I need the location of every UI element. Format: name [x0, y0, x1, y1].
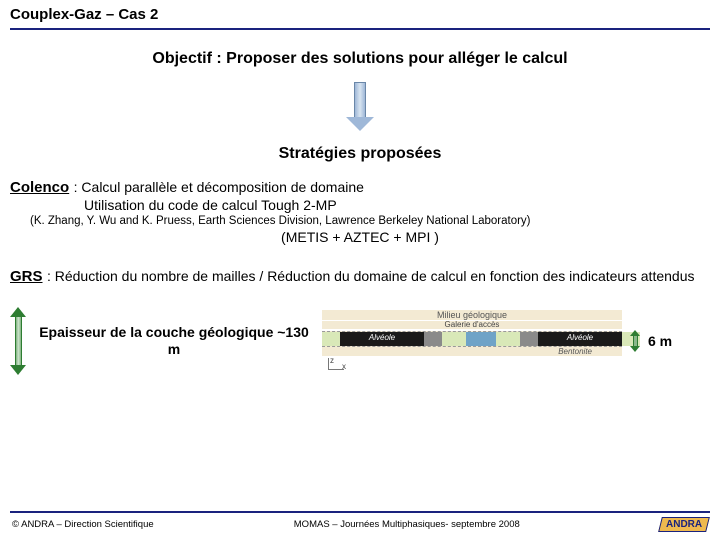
- diagram-segment: [424, 332, 442, 346]
- metis-text: (METIS + AZTEC + MPI ): [0, 229, 720, 245]
- footer: © ANDRA – Direction Scientifique MOMAS –…: [0, 511, 720, 532]
- diagram-segment: [466, 332, 496, 346]
- six-m-block: [630, 330, 640, 352]
- diagram-bar: Alvéole Alvéole: [322, 331, 622, 347]
- diagram-segment: [442, 332, 466, 346]
- footer-center: MOMAS – Journées Multiphasiques- septemb…: [294, 519, 520, 530]
- thickness-label: Epaisseur de la couche géologique ~130 m: [34, 324, 314, 358]
- colenco-line2: Utilisation du code de calcul Tough 2-MP: [84, 197, 710, 213]
- axis-z-label: z: [330, 356, 334, 365]
- diagram-top-label: Milieu géologique: [322, 310, 622, 320]
- arrow-down-icon: [340, 82, 380, 131]
- diagram-segment: [496, 332, 520, 346]
- diagram-axis: z x: [324, 358, 622, 372]
- colenco-citation: (K. Zhang, Y. Wu and K. Pruess, Earth Sc…: [30, 215, 710, 227]
- diagram-segment: Alvéole: [538, 332, 622, 346]
- diagram-row: Epaisseur de la couche géologique ~130 m…: [0, 307, 720, 375]
- alveole-label: Alvéole: [538, 333, 622, 342]
- colenco-name: Colenco: [10, 179, 69, 196]
- axis-x-label: x: [342, 362, 346, 371]
- double-arrow-vertical-icon: [10, 307, 26, 375]
- title-rule: [10, 28, 710, 30]
- slide-title: Couplex-Gaz – Cas 2: [10, 6, 158, 23]
- alveole-label: Alvéole: [340, 333, 424, 342]
- footer-left: © ANDRA – Direction Scientifique: [12, 519, 154, 530]
- strategies-heading: Stratégies proposées: [0, 145, 720, 163]
- diagram-segment: Alvéole: [340, 332, 424, 346]
- objective-text: Objectif : Proposer des solutions pour a…: [0, 50, 720, 68]
- diagram-segment: [322, 332, 340, 346]
- colenco-block: Colenco : Calcul parallèle et décomposit…: [0, 179, 720, 213]
- diagram-gallery-label: Galerie d'accès: [322, 321, 622, 329]
- grs-block: GRS : Réduction du nombre de mailles / R…: [0, 267, 720, 287]
- cross-section-diagram: Milieu géologique Galerie d'accès Alvéol…: [322, 310, 622, 372]
- diagram-bentonite-label: Bentonite: [322, 347, 622, 356]
- footer-rule: [10, 511, 710, 513]
- diagram-segment: [520, 332, 538, 346]
- colenco-line1: : Calcul parallèle et décomposition de d…: [74, 179, 364, 195]
- double-arrow-small-icon: [630, 330, 640, 352]
- grs-text: : Réduction du nombre de mailles / Réduc…: [47, 268, 695, 284]
- andra-logo: ANDRA: [658, 517, 710, 532]
- grs-name: GRS: [10, 268, 43, 285]
- six-m-label: 6 m: [648, 333, 672, 349]
